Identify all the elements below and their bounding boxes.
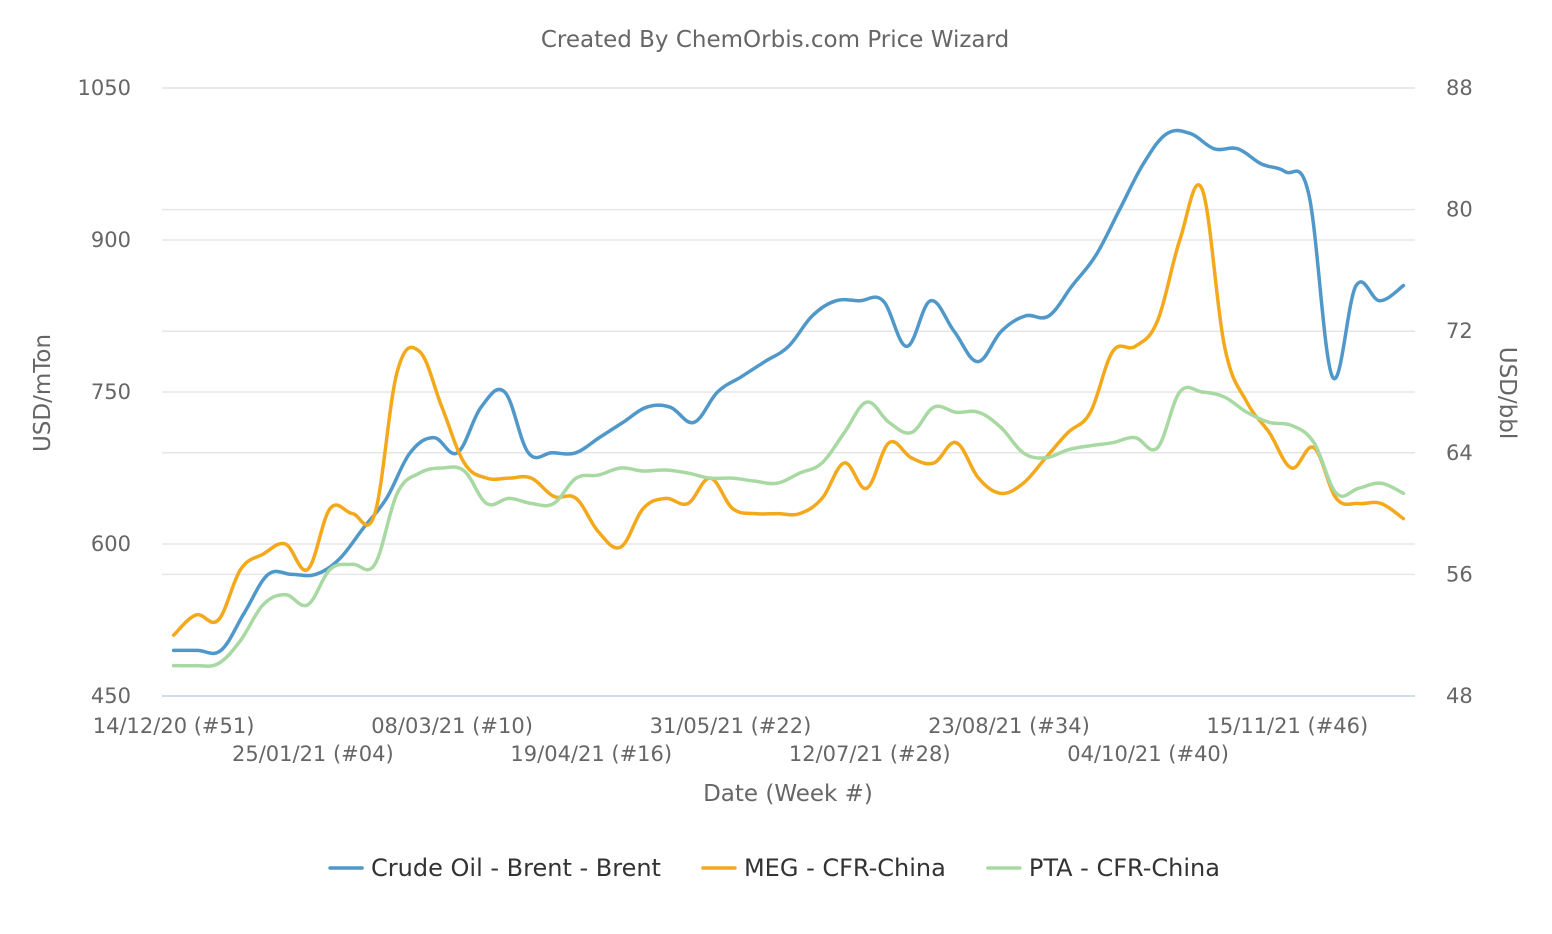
legend-label: MEG - CFR-China: [744, 854, 946, 882]
series-line-meg-cfr-china: [171, 183, 1406, 637]
y-right-tick-label: 48: [1446, 684, 1473, 708]
x-axis-title: Date (Week #): [703, 781, 873, 807]
x-tick-label: 23/08/21 (#34): [928, 714, 1090, 738]
series-layer: [171, 128, 1406, 668]
legend-label: PTA - CFR-China: [1029, 854, 1220, 882]
x-tick-label: 14/12/20 (#51): [93, 714, 255, 738]
y-right-tick-label: 88: [1446, 76, 1473, 100]
x-tick-label: 25/01/21 (#04): [232, 742, 394, 766]
series-line-pta-cfr-china: [171, 385, 1406, 668]
y-left-tick-label: 450: [91, 684, 131, 708]
x-tick-label: 08/03/21 (#10): [371, 714, 533, 738]
grid-layer: [162, 87, 1415, 697]
series-line-crude-oil-brent-brent: [171, 128, 1406, 656]
y-right-tick-label: 56: [1446, 562, 1473, 586]
chart-title: Created By ChemOrbis.com Price Wizard: [541, 27, 1009, 53]
y-axis-right-title: USD/bbl: [1494, 347, 1520, 439]
x-tick-label: 12/07/21 (#28): [789, 742, 951, 766]
x-tick-label: 19/04/21 (#16): [510, 742, 672, 766]
y-right-tick-label: 64: [1446, 441, 1473, 465]
legend-label: Crude Oil - Brent - Brent: [371, 854, 661, 882]
x-tick-label: 15/11/21 (#46): [1207, 714, 1369, 738]
y-left-tick-label: 750: [91, 380, 131, 404]
y-right-tick-label: 80: [1446, 198, 1473, 222]
axis-layer: 450 600 750 900 1050 48 56 64 72 80 88 14/12/20 (#5…: [78, 76, 1473, 766]
y-left-tick-label: 600: [91, 532, 131, 556]
y-left-tick-label: 1050: [78, 76, 131, 100]
y-axis-left-title: USD/mTon: [30, 334, 56, 452]
x-tick-label: 04/10/21 (#40): [1067, 742, 1229, 766]
x-tick-label: 31/05/21 (#22): [650, 714, 812, 738]
legend: Crude Oil - Brent - Brent MEG - CFR-China…: [328, 854, 1220, 882]
y-left-tick-label: 900: [91, 228, 131, 252]
y-right-tick-label: 72: [1446, 319, 1473, 343]
